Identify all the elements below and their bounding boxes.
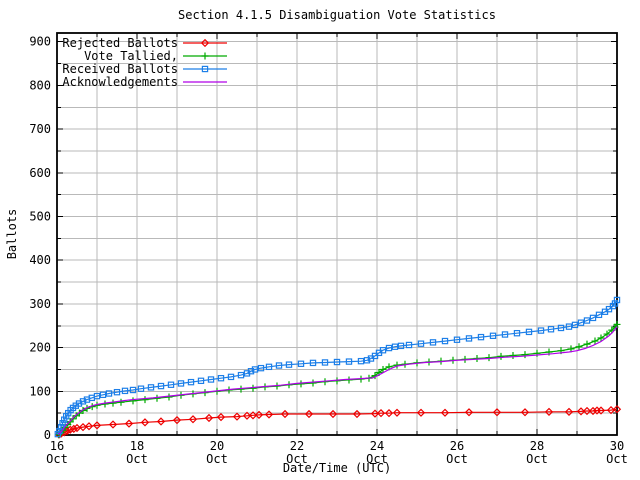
- x-tick-label-month: Oct: [206, 452, 228, 466]
- legend-label: Received Ballots: [62, 62, 178, 76]
- legend-label: Rejected Ballots: [62, 36, 178, 50]
- y-tick-label: 0: [44, 428, 51, 442]
- x-axis-title: Date/Time (UTC): [282, 461, 392, 475]
- legend-entry-rejected-ballots: Rejected Ballots: [62, 36, 227, 50]
- axis-ticks: [56, 33, 618, 435]
- y-tick-label: 300: [29, 297, 51, 311]
- y-tick-label: 600: [29, 166, 51, 180]
- x-tick-label-day: 16: [50, 439, 64, 453]
- legend-entry-acknowledgements: Acknowledgements: [62, 75, 227, 89]
- series-received-ballots: [54, 296, 621, 438]
- x-tick-label-day: 20: [210, 439, 224, 453]
- x-tick-label-month: Oct: [606, 452, 628, 466]
- y-tick-label: 800: [29, 78, 51, 92]
- x-tick-label-month: Oct: [366, 452, 388, 466]
- y-tick-label: 500: [29, 210, 51, 224]
- y-tick-label: 100: [29, 384, 51, 398]
- series-acknowledgements: [57, 326, 618, 436]
- legend-entry-received-ballots: Received Ballots: [62, 62, 227, 76]
- y-axis-title: Ballots: [5, 208, 19, 260]
- y-tick-label: 700: [29, 122, 51, 136]
- x-tick-label-day: 24: [370, 439, 384, 453]
- chart-title: Section 4.1.5 Disambiguation Vote Statis…: [178, 8, 496, 22]
- legend-label: Acknowledgements: [62, 75, 178, 89]
- x-tick-label-day: 22: [290, 439, 304, 453]
- gridlines: [57, 33, 617, 435]
- x-tick-label-month: Oct: [526, 452, 548, 466]
- y-tick-label: 900: [29, 35, 51, 49]
- x-tick-label-month: Oct: [126, 452, 148, 466]
- y-tick-label: 400: [29, 253, 51, 267]
- y-tick-label: 200: [29, 341, 51, 355]
- x-tick-label-month: Oct: [286, 452, 308, 466]
- x-tick-label-month: Oct: [46, 452, 68, 466]
- x-tick-label-day: 30: [610, 439, 624, 453]
- legend-entry-vote-tallied: Vote Tallied,: [84, 49, 227, 63]
- x-tick-label-month: Oct: [446, 452, 468, 466]
- x-tick-label-day: 26: [450, 439, 464, 453]
- y-tick-labels: 0 100 200 300 400 500 600 700 800 900: [29, 35, 51, 442]
- x-tick-label-day: 18: [130, 439, 144, 453]
- series-rejected-ballots: [54, 405, 622, 439]
- x-tick-label-day: 28: [530, 439, 544, 453]
- legend-label: Vote Tallied,: [84, 49, 178, 63]
